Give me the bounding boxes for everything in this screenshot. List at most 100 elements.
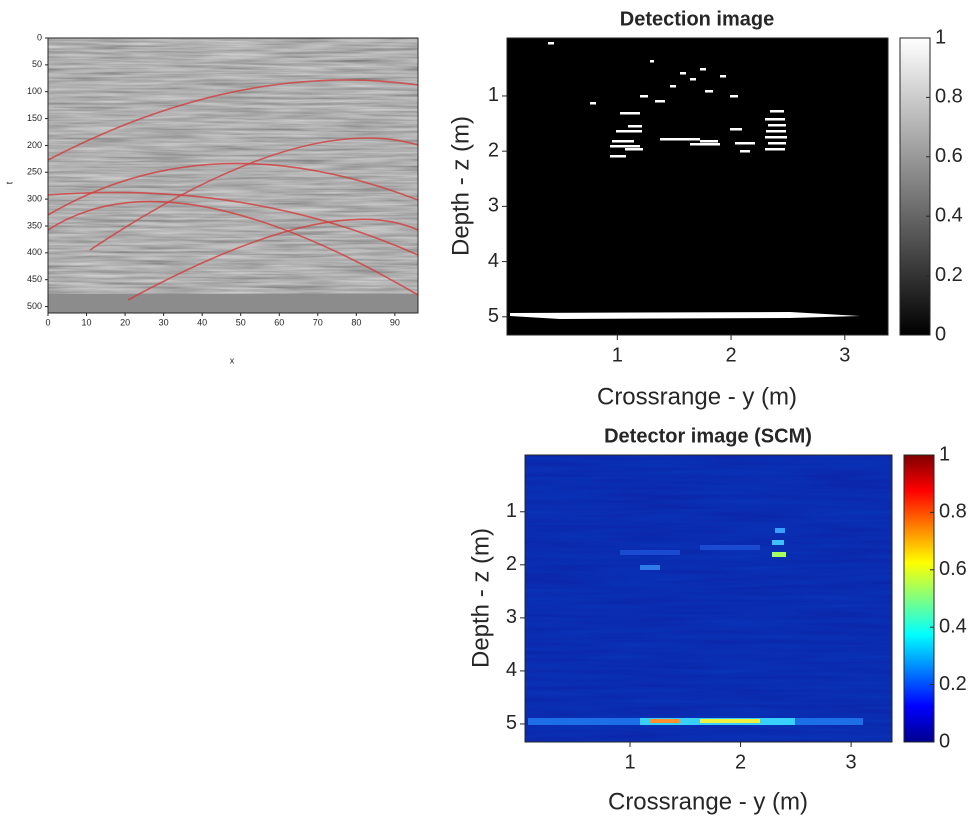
- y-axis-label: t: [4, 181, 14, 184]
- streak: [765, 118, 785, 121]
- spot: [775, 528, 785, 533]
- streak: [740, 150, 750, 153]
- streak: [650, 60, 654, 63]
- x-tick-label: 10: [82, 318, 92, 328]
- streak: [660, 138, 700, 141]
- streak: [766, 130, 786, 133]
- y-tick-label: 5: [506, 712, 517, 734]
- colorbar-tick-label: 0.8: [939, 501, 967, 523]
- y-tick-label: 1: [488, 84, 499, 106]
- spot: [620, 550, 680, 555]
- colorbar: [899, 37, 931, 336]
- streak: [590, 102, 596, 105]
- x-tick-label: 3: [839, 344, 850, 366]
- colorbar-tick-label: 1: [935, 26, 946, 48]
- chart-title: Detector image (SCM): [604, 425, 812, 447]
- streak: [625, 148, 643, 151]
- streak: [680, 72, 686, 75]
- spot: [772, 552, 786, 557]
- x-tick-label: 50: [236, 318, 246, 328]
- y-tick-label: 150: [27, 113, 42, 123]
- streak: [730, 128, 742, 131]
- streak: [616, 130, 642, 133]
- streak: [768, 124, 786, 127]
- colorbar-tick-label: 0.6: [935, 145, 963, 167]
- x-tick-label: 20: [120, 318, 130, 328]
- streak: [690, 78, 696, 81]
- y-axis-label: Depth - z (m): [447, 116, 474, 256]
- spot: [772, 540, 784, 545]
- streak: [735, 142, 755, 145]
- streak: [610, 155, 626, 158]
- spot: [640, 565, 660, 570]
- y-tick-label: 1: [506, 500, 517, 522]
- band: [650, 719, 680, 723]
- x-tick-label: 70: [313, 318, 323, 328]
- y-tick-label: 4: [488, 250, 499, 272]
- streak: [700, 68, 706, 71]
- hyperbola: [47, 200, 419, 296]
- x-tick-label: 2: [725, 344, 736, 366]
- x-tick-label: 1: [612, 344, 623, 366]
- colorbar-tick-label: 0: [935, 323, 946, 345]
- hyperbola: [127, 218, 419, 301]
- y-tick-label: 2: [506, 553, 517, 575]
- colorbar-tick-label: 0.2: [935, 264, 963, 286]
- axes-box: [47, 37, 419, 314]
- image-flat: [48, 293, 418, 313]
- x-tick-label: 3: [846, 751, 857, 773]
- streak: [765, 148, 785, 151]
- colorbar-tick-label: 0.6: [939, 558, 967, 580]
- x-tick-label: 2: [735, 751, 746, 773]
- axes-box: [524, 454, 893, 743]
- streak: [620, 112, 640, 115]
- streak: [720, 75, 726, 78]
- streak: [655, 100, 665, 103]
- y-tick-label: 250: [27, 167, 42, 177]
- image-bg: [507, 38, 888, 335]
- y-tick-label: 3: [506, 606, 517, 628]
- streak: [610, 145, 640, 148]
- x-tick-label: 1: [624, 751, 635, 773]
- streak: [768, 142, 786, 145]
- image-texture: [525, 455, 892, 742]
- streak: [705, 90, 713, 93]
- axes-box: [506, 37, 889, 336]
- streak: [670, 85, 676, 88]
- streak: [730, 95, 738, 98]
- x-tick-label: 60: [274, 318, 284, 328]
- y-tick-label: 200: [27, 140, 42, 150]
- colorbar-tick-label: 0.4: [935, 204, 963, 226]
- x-axis-label: x: [230, 355, 235, 365]
- streak: [548, 42, 554, 45]
- y-tick-label: 0: [37, 32, 42, 42]
- hyperbola: [47, 191, 419, 256]
- y-tick-label: 450: [27, 274, 42, 284]
- streak: [770, 110, 784, 113]
- x-tick-label: 90: [390, 318, 400, 328]
- colorbar-tick-label: 0: [939, 730, 950, 752]
- colorbar-tick-label: 1: [939, 443, 950, 465]
- hyperbola: [89, 137, 419, 251]
- streak: [612, 140, 634, 143]
- y-tick-label: 350: [27, 220, 42, 230]
- x-axis-label: Crossrange - y (m): [608, 788, 808, 815]
- spot: [700, 545, 760, 550]
- colorbar-tick-label: 0.8: [935, 86, 963, 108]
- y-tick-label: 2: [488, 139, 499, 161]
- y-tick-label: 4: [506, 659, 517, 681]
- y-tick-label: 100: [27, 86, 42, 96]
- band: [700, 719, 760, 723]
- streak: [640, 95, 648, 98]
- y-tick-label: 400: [27, 247, 42, 257]
- y-tick-label: 500: [27, 301, 42, 311]
- streak: [628, 125, 642, 128]
- colorbar-tick-label: 0.2: [939, 673, 967, 695]
- y-tick-label: 50: [32, 59, 42, 69]
- y-tick-label: 300: [27, 194, 42, 204]
- y-tick-label: 3: [488, 195, 499, 217]
- streak: [765, 136, 787, 139]
- hyperbola: [47, 79, 419, 161]
